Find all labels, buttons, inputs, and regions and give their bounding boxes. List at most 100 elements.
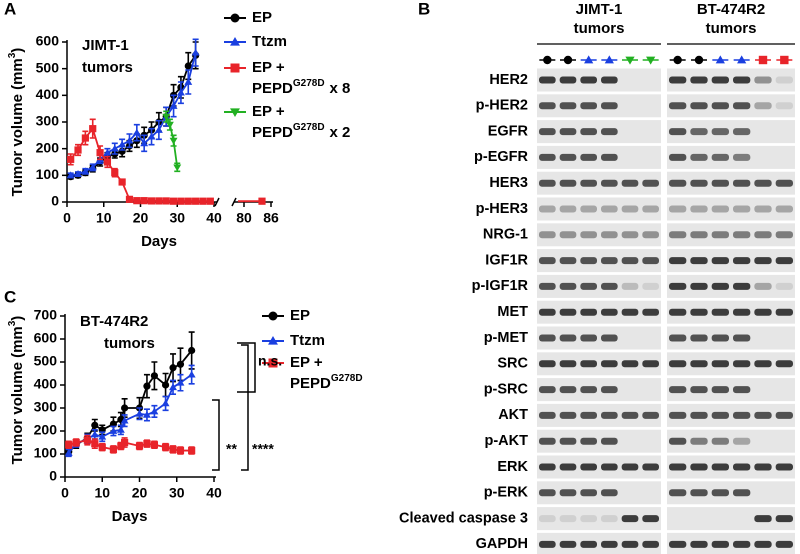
- blot-band: [559, 489, 577, 497]
- blot-band: [621, 179, 639, 187]
- blot-band: [711, 437, 729, 445]
- group-title: tumors: [574, 20, 625, 37]
- data-point: [98, 443, 106, 451]
- y-tick-label: 600: [36, 33, 60, 49]
- blot-band: [711, 334, 729, 342]
- blot-band: [559, 231, 577, 239]
- blot-band: [775, 257, 793, 265]
- legend-label-suffix: x 2: [330, 124, 351, 141]
- y-axis-label-sup: 3: [7, 52, 18, 58]
- data-point: [90, 430, 99, 438]
- y-tick-label: 500: [36, 59, 60, 75]
- blot-band: [690, 437, 708, 445]
- group-title: JIMT-1: [576, 1, 623, 18]
- blot-band: [601, 360, 618, 368]
- blot-band: [690, 411, 708, 419]
- data-point: [150, 372, 158, 380]
- blot-band: [580, 128, 597, 136]
- blot-band: [711, 231, 729, 239]
- blot-band: [711, 257, 729, 265]
- blot-panel: [667, 68, 795, 92]
- blot-band: [669, 282, 687, 290]
- legend-label: Ttzm: [290, 332, 325, 349]
- legend-label-sup: G278D: [293, 122, 325, 133]
- data-point: [154, 126, 163, 133]
- blot-band: [642, 515, 659, 523]
- blot-band: [690, 102, 708, 110]
- blot-band: [754, 282, 772, 290]
- data-point: [199, 197, 207, 205]
- lane-marker: [625, 56, 635, 65]
- blot-band: [690, 308, 708, 316]
- data-point: [89, 125, 97, 133]
- blot-band: [559, 153, 577, 161]
- blot-band: [754, 308, 772, 316]
- data-point: [161, 443, 170, 451]
- data-point: [109, 427, 118, 434]
- data-point: [176, 446, 185, 455]
- blot-band: [733, 76, 751, 84]
- blot-band: [642, 282, 659, 290]
- blot-band: [621, 231, 639, 239]
- data-point: [67, 155, 75, 163]
- legend-label-sup: G278D: [331, 373, 363, 384]
- data-point: [111, 169, 119, 177]
- data-point: [161, 381, 170, 389]
- y-tick-label: 300: [34, 399, 58, 415]
- data-point: [103, 158, 112, 166]
- inset-label: JIMT-1: [82, 37, 129, 54]
- blot-band: [754, 463, 772, 471]
- x-tick-label: 30: [169, 485, 185, 501]
- data-point: [74, 146, 82, 154]
- x-axis-label: Days: [112, 508, 148, 525]
- blot-band: [642, 231, 659, 239]
- blot-band: [580, 205, 597, 213]
- y-axis-label-text: Tumor volume (mm: [9, 326, 26, 464]
- lane-marker: [673, 55, 682, 65]
- y-axis-label: Tumor volume (mm3): [7, 316, 26, 465]
- legend-label: EP +: [290, 354, 323, 371]
- blot-band: [559, 360, 577, 368]
- blot-band: [775, 515, 793, 523]
- blot-band: [690, 231, 708, 239]
- blot-band: [669, 179, 687, 187]
- blot-band: [690, 205, 708, 213]
- data-point: [133, 197, 141, 205]
- data-point: [206, 197, 214, 205]
- significance-bracket: [212, 399, 220, 471]
- blot-band: [711, 386, 729, 394]
- blot-band: [669, 231, 687, 239]
- blot-band: [733, 386, 751, 394]
- blot-band: [539, 282, 556, 290]
- blot-row-label: MET: [497, 304, 528, 320]
- lane-marker: [604, 55, 614, 64]
- significance-bracket: [241, 344, 249, 471]
- blot-band: [733, 334, 751, 342]
- blot-band: [539, 128, 556, 136]
- blot-row-label: AKT: [498, 407, 528, 423]
- blot-band: [601, 308, 618, 316]
- blot-band: [580, 308, 597, 316]
- blot-band: [580, 489, 597, 497]
- lane-marker: [694, 55, 704, 65]
- blot-band: [601, 128, 618, 136]
- blot-band: [580, 102, 597, 110]
- blot-band: [601, 179, 618, 187]
- blot-band: [711, 128, 729, 136]
- blot-panel: [667, 455, 795, 479]
- blot-band: [669, 76, 687, 84]
- blot-panel: [667, 94, 795, 118]
- y-tick-label: 200: [34, 422, 58, 438]
- data-point: [81, 167, 90, 175]
- blot-band: [601, 515, 618, 523]
- blot-row-label: GAPDH: [476, 536, 528, 552]
- blot-row-label: NRG-1: [483, 227, 528, 243]
- blot-band: [690, 153, 708, 161]
- data-point: [125, 195, 134, 203]
- group-title: tumors: [706, 20, 757, 37]
- data-point: [176, 378, 185, 386]
- blot-band: [559, 437, 577, 445]
- legend-marker: [230, 37, 240, 46]
- blot-panel: [667, 378, 795, 402]
